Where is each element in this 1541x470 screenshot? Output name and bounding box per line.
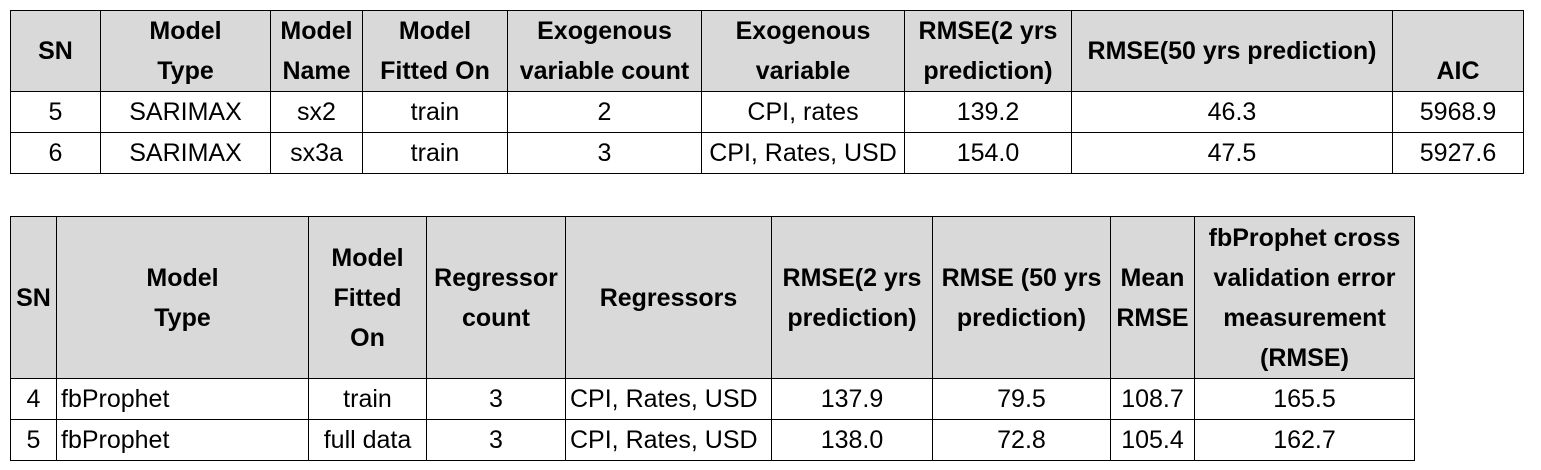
cell-fitted-on: train xyxy=(308,378,427,420)
header-regressors: Regressors xyxy=(565,216,772,379)
header-rmse-2yrs: RMSE(2 yrs prediction) xyxy=(904,10,1072,92)
cell-regressor-count: 3 xyxy=(426,419,566,461)
cell-exogenous-count: 3 xyxy=(507,132,702,174)
cell-rmse-50yrs: 46.3 xyxy=(1071,91,1393,133)
sarimax-results-table: SN Model Type Model Name Model Fitted On Ex… xyxy=(10,10,1524,174)
table-row: 6 SARIMAX sx3a train 3 CPI, Rates, USD 1… xyxy=(10,132,1524,174)
header-regressor-count: Regressor count xyxy=(426,216,566,379)
cell-mean-rmse: 105.4 xyxy=(1110,419,1195,461)
cell-aic: 5968.9 xyxy=(1392,91,1524,133)
table-row: 4 fbProphet train 3 CPI, Rates, USD 137.… xyxy=(10,378,1415,420)
header-rmse-50yrs: RMSE(50 yrs prediction) xyxy=(1071,10,1393,92)
cell-rmse-50yrs: 47.5 xyxy=(1071,132,1393,174)
cell-fitted-on: full data xyxy=(308,419,427,461)
cell-rmse-50yrs: 79.5 xyxy=(932,378,1111,420)
cell-mean-rmse: 108.7 xyxy=(1110,378,1195,420)
cell-rmse-2yrs: 154.0 xyxy=(904,132,1072,174)
header-model-fitted-on: Model Fitted On xyxy=(308,216,427,379)
header-model-fitted-on: Model Fitted On xyxy=(362,10,508,92)
cell-aic: 5927.6 xyxy=(1392,132,1524,174)
cell-model-type: fbProphet xyxy=(56,378,309,420)
cell-sn: 5 xyxy=(10,419,57,461)
cell-rmse-2yrs: 138.0 xyxy=(771,419,933,461)
cell-exogenous-variable: CPI, rates xyxy=(701,91,905,133)
cell-sn: 4 xyxy=(10,378,57,420)
header-rmse-50yrs: RMSE (50 yrs prediction) xyxy=(932,216,1111,379)
header-exogenous-variable-count: Exogenous variable count xyxy=(507,10,702,92)
cell-rmse-2yrs: 137.9 xyxy=(771,378,933,420)
header-aic: AIC xyxy=(1392,10,1524,92)
cell-sn: 6 xyxy=(10,132,101,174)
header-mean-rmse: Mean RMSE xyxy=(1110,216,1195,379)
cell-model-type: SARIMAX xyxy=(100,91,271,133)
header-model-name: Model Name xyxy=(270,10,363,92)
cell-rmse-50yrs: 72.8 xyxy=(932,419,1111,461)
cell-cross-validation-rmse: 162.7 xyxy=(1194,419,1415,461)
cell-cross-validation-rmse: 165.5 xyxy=(1194,378,1415,420)
header-rmse-2yrs: RMSE(2 yrs prediction) xyxy=(771,216,933,379)
cell-model-name: sx2 xyxy=(270,91,363,133)
cell-regressor-count: 3 xyxy=(426,378,566,420)
cell-exogenous-count: 2 xyxy=(507,91,702,133)
header-model-type: Model Type xyxy=(56,216,309,379)
cell-model-name: sx3a xyxy=(270,132,363,174)
cell-exogenous-variable: CPI, Rates, USD xyxy=(701,132,905,174)
header-sn: SN xyxy=(10,216,57,379)
cell-rmse-2yrs: 139.2 xyxy=(904,91,1072,133)
table-row: 5 SARIMAX sx2 train 2 CPI, rates 139.2 4… xyxy=(10,91,1524,133)
header-sn: SN xyxy=(10,10,101,92)
cell-regressors: CPI, Rates, USD xyxy=(565,419,772,461)
cell-fitted-on: train xyxy=(362,132,508,174)
cell-regressors: CPI, Rates, USD xyxy=(565,378,772,420)
cell-sn: 5 xyxy=(10,91,101,133)
cell-model-type: SARIMAX xyxy=(100,132,271,174)
cell-fitted-on: train xyxy=(362,91,508,133)
fbprophet-results-table: SN Model Type Model Fitted On Regressor coun… xyxy=(10,216,1415,461)
header-model-type: Model Type xyxy=(100,10,271,92)
table-row: 5 fbProphet full data 3 CPI, Rates, USD … xyxy=(10,419,1415,461)
header-cross-validation-rmse: fbProphet cross validation error measureme… xyxy=(1194,216,1415,379)
cell-model-type: fbProphet xyxy=(56,419,309,461)
header-exogenous-variable: Exogenous variable xyxy=(701,10,905,92)
